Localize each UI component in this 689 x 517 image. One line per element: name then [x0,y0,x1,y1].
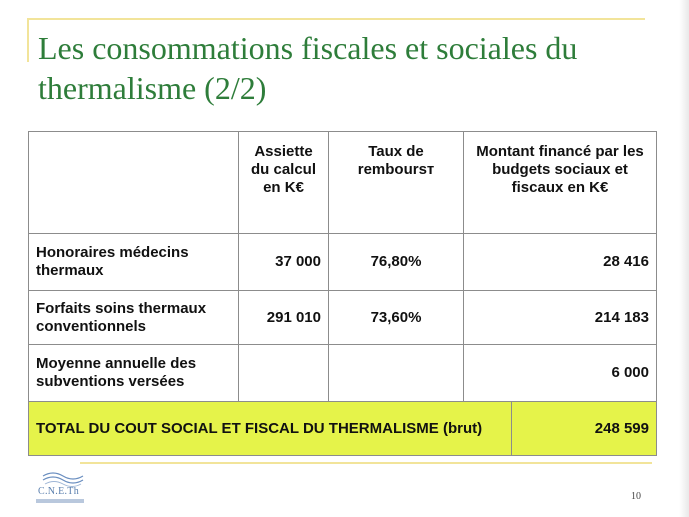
row-montant: 28 416 [463,233,657,291]
left-rule [27,18,29,62]
table-row: Forfaits soins thermaux conventionnels 2… [28,290,657,345]
logo-text: C.N.E.Th [38,486,80,497]
table-row: Moyenne annuelle des subventions versées… [28,344,657,402]
table-total-row: TOTAL DU COUT SOCIAL ET FISCAL DU THERMA… [28,401,657,456]
row-assiette [238,344,329,402]
row-assiette: 291 010 [238,290,329,345]
top-rule [27,18,645,20]
row-taux: 76,80% [328,233,464,291]
row-taux: 73,60% [328,290,464,345]
row-assiette: 37 000 [238,233,329,291]
header-assiette: Assiette du calcul en K€ [238,131,329,234]
total-label: TOTAL DU COUT SOCIAL ET FISCAL DU THERMA… [28,401,512,456]
table-header-row: Assiette du calcul en K€ Taux de rembour… [28,131,657,234]
row-taux [328,344,464,402]
bottom-rule [80,462,652,464]
table-row: Honoraires médecins thermaux 37 000 76,8… [28,233,657,291]
row-label: Moyenne annuelle des subventions versées [28,344,239,402]
header-taux: Taux de remboursт [328,131,464,234]
row-montant: 6 000 [463,344,657,402]
row-montant: 214 183 [463,290,657,345]
slide-title: Les consommations fiscales et sociales d… [38,30,578,106]
total-montant: 248 599 [511,401,657,456]
row-label: Forfaits soins thermaux conventionnels [28,290,239,345]
row-label: Honoraires médecins thermaux [28,233,239,291]
header-montant: Montant financé par les budgets sociaux … [463,131,657,234]
page-number: 10 [631,491,641,502]
logo-tagline-bar [36,499,84,503]
cneth-logo-icon [42,472,84,487]
header-label-cell [28,131,239,234]
slide-edge-shadow [679,0,689,517]
cost-table: Assiette du calcul en K€ Taux de rembour… [28,131,657,456]
